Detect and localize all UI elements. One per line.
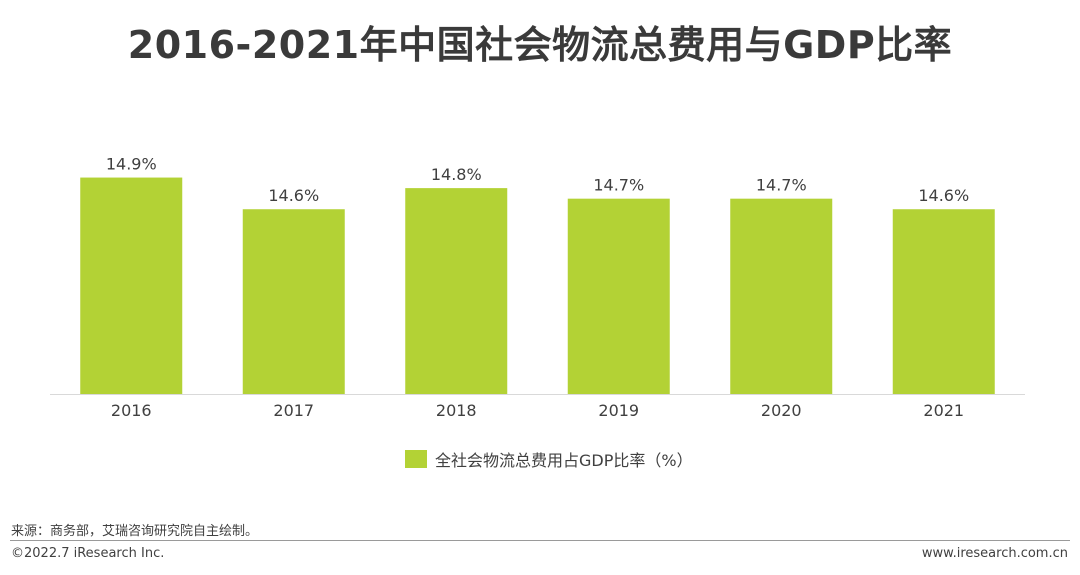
- chart-title: 2016-2021年中国社会物流总费用与GDP比率: [127, 23, 953, 67]
- bar-2017: [242, 209, 345, 394]
- legend-label: 全社会物流总费用占GDP比率（%）: [435, 451, 693, 470]
- data-label-2016: 14.9%: [106, 155, 157, 174]
- website-link: www.iresearch.com.cn: [921, 546, 1068, 561]
- bar-2016: [80, 177, 183, 394]
- bar-2019: [567, 198, 670, 394]
- copyright: ©2022.7 iResearch Inc.: [11, 546, 165, 561]
- data-label-2018: 14.8%: [431, 165, 482, 184]
- x-tick-label-2019: 2019: [598, 401, 639, 420]
- data-label-2020: 14.7%: [756, 176, 807, 195]
- x-tick-label-2016: 2016: [111, 401, 152, 420]
- bar-2020: [730, 198, 833, 394]
- x-tick-label-2020: 2020: [761, 401, 802, 420]
- bar-chart: 14.9% 2016 14.6% 2017 14.8% 2018 14.7% 2019 14.7…: [50, 155, 1025, 420]
- legend: 全社会物流总费用占GDP比率（%）: [405, 447, 693, 471]
- source-note: 来源：商务部，艾瑞咨询研究院自主绘制。: [11, 524, 259, 539]
- data-label-2019: 14.7%: [593, 176, 644, 195]
- x-tick-label-2021: 2021: [923, 401, 964, 420]
- data-label-2017: 14.6%: [268, 186, 319, 205]
- footer-divider: [10, 540, 1070, 541]
- data-label-2021: 14.6%: [918, 186, 969, 205]
- x-tick-label-2017: 2017: [273, 401, 314, 420]
- bar-2018: [405, 188, 508, 394]
- legend-swatch: [405, 450, 427, 468]
- x-tick-label-2018: 2018: [436, 401, 477, 420]
- bar-2021: [892, 209, 995, 394]
